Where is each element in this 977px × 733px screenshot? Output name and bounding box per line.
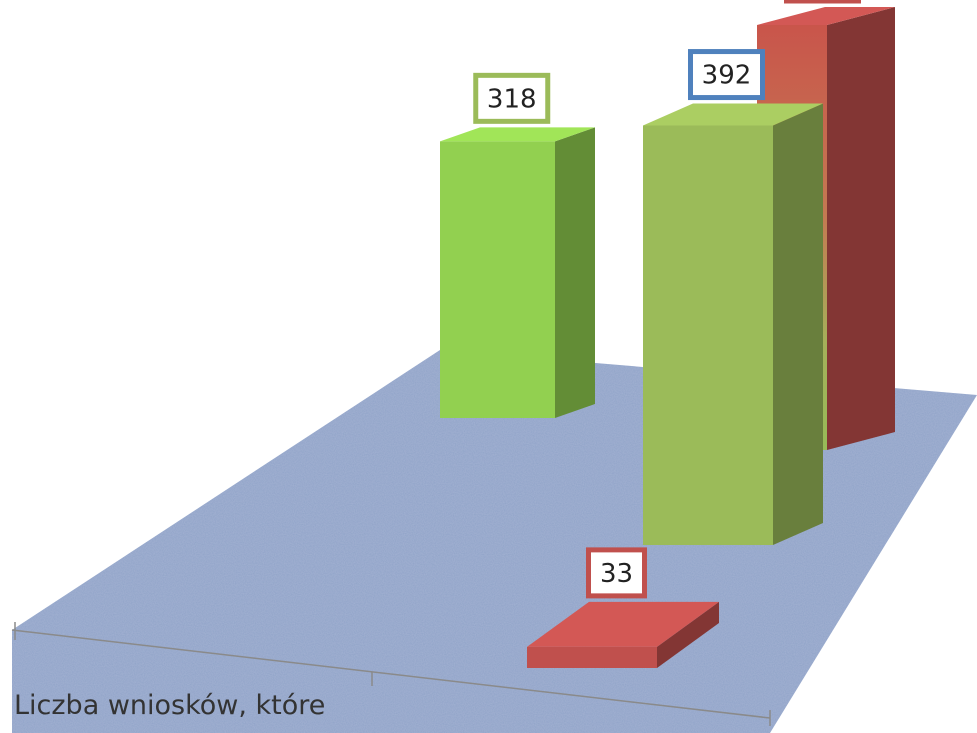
- bar-side: [657, 601, 719, 668]
- data-label-text: 318: [487, 84, 537, 114]
- data-label-text: 33: [600, 559, 633, 589]
- data-label-box: [586, 547, 647, 599]
- bar-318: [440, 127, 595, 418]
- bar-top: [643, 103, 823, 126]
- bar-front: [527, 646, 657, 668]
- bar-front: [643, 125, 773, 545]
- bar-top: [757, 7, 895, 25]
- bar-top: [440, 127, 595, 142]
- data-label-425: 425: [784, 0, 861, 4]
- bar-side: [827, 7, 895, 450]
- bar-top: [527, 601, 719, 647]
- x-axis-line: [11, 629, 771, 719]
- data-label-box: [473, 72, 551, 124]
- x-axis-label: Liczba wniosków, które: [14, 690, 326, 721]
- bar-side: [555, 127, 595, 418]
- data-label-392: 392: [688, 49, 765, 101]
- bar-392: [643, 103, 823, 545]
- data-label-318: 318: [473, 72, 551, 124]
- data-label-text: 392: [702, 61, 752, 91]
- data-label-box: [688, 49, 765, 101]
- bar-side: [773, 103, 823, 545]
- data-label-33: 33: [586, 547, 647, 599]
- bar-33: [527, 601, 719, 668]
- data-label-box: [784, 0, 861, 4]
- bar-front: [440, 141, 555, 418]
